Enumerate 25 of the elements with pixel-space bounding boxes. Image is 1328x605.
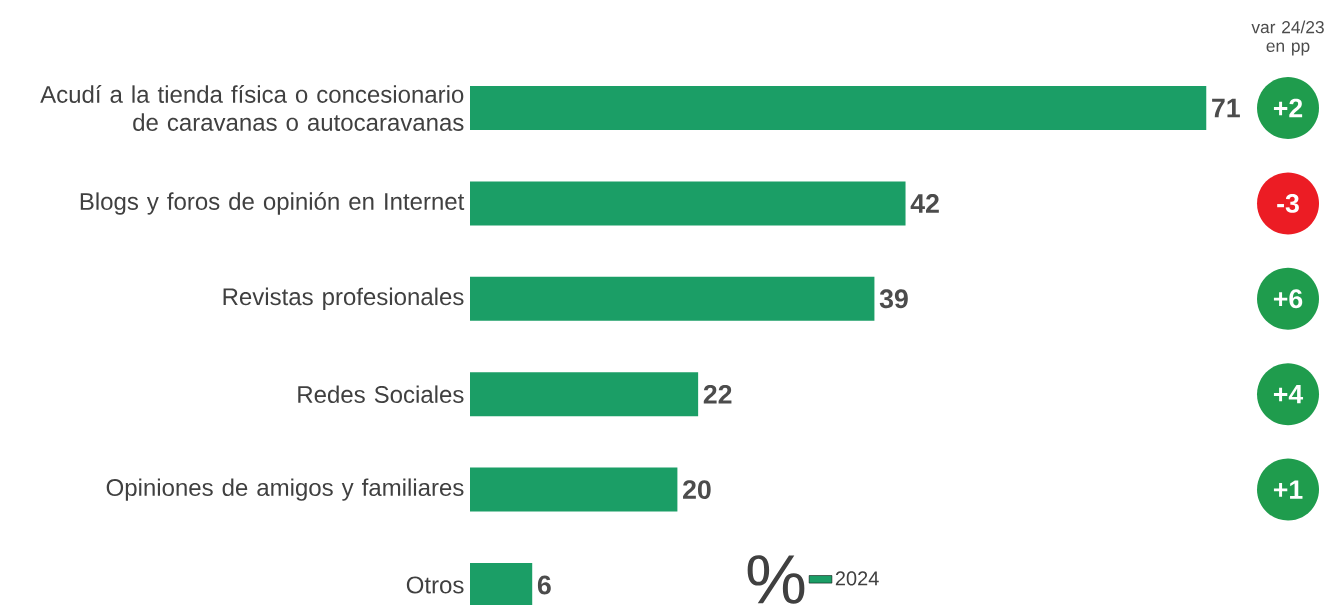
y-tick-label: Blogs y foros de opinión en Internet — [80, 192, 465, 215]
text: +4 — [1273, 385, 1304, 404]
y-tick-label: Acudí a la tienda física o concesionario de caravanas o autocaravanas — [40, 85, 464, 131]
y-tick-label: Redes Sociales — [298, 385, 464, 404]
legend-title: % — [747, 555, 805, 604]
bar — [470, 86, 1207, 130]
data-label: 71 — [1212, 98, 1240, 118]
bar — [470, 276, 875, 321]
data-label: 39 — [879, 289, 908, 309]
y-tick-label: Otros — [406, 576, 464, 594]
text: var 24/23 en pp — [1251, 20, 1324, 56]
bar — [470, 467, 678, 512]
data-label: 42 — [910, 194, 939, 213]
data-label: 20 — [683, 480, 711, 500]
data-label: 6 — [537, 575, 551, 595]
y-tick-label: Opiniones de amigos y familiares — [106, 478, 464, 501]
text: +2 — [1273, 98, 1303, 118]
data-label: 22 — [703, 384, 732, 404]
bar — [470, 181, 906, 226]
text: +1 — [1273, 480, 1303, 499]
text: +6 — [1273, 289, 1303, 309]
y-tick-label: Revistas profesionales — [223, 287, 464, 310]
text: -3 — [1277, 193, 1299, 213]
legend-label: 2024 — [835, 571, 879, 586]
bar — [470, 372, 699, 417]
